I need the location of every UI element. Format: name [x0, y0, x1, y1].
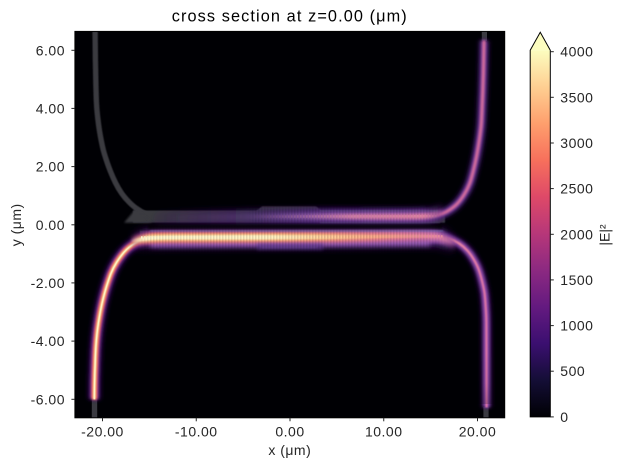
svg-text:3500: 3500 — [560, 89, 593, 105]
svg-text:x (μm): x (μm) — [268, 442, 311, 458]
svg-text:4000: 4000 — [560, 44, 593, 60]
svg-text:-20.00: -20.00 — [81, 424, 124, 440]
svg-text:1500: 1500 — [560, 272, 593, 288]
svg-text:0: 0 — [560, 409, 568, 425]
svg-text:2500: 2500 — [560, 181, 593, 197]
svg-text:-6.00: -6.00 — [31, 391, 65, 407]
svg-text:6.00: 6.00 — [36, 42, 65, 58]
svg-text:10.00: 10.00 — [365, 424, 403, 440]
svg-text:-4.00: -4.00 — [31, 333, 65, 349]
svg-text:0.00: 0.00 — [275, 424, 304, 440]
svg-text:y (μm): y (μm) — [8, 203, 24, 246]
svg-text:20.00: 20.00 — [459, 424, 497, 440]
svg-text:-10.00: -10.00 — [175, 424, 218, 440]
svg-text:2.00: 2.00 — [36, 159, 65, 175]
svg-text:2000: 2000 — [560, 226, 593, 242]
svg-text:4.00: 4.00 — [36, 100, 65, 116]
svg-text:cross section at z=0.00 (μm): cross section at z=0.00 (μm) — [172, 8, 408, 26]
svg-text:|E|²: |E|² — [597, 224, 613, 246]
svg-text:-2.00: -2.00 — [31, 275, 65, 291]
svg-text:0.00: 0.00 — [36, 217, 65, 233]
svg-text:3000: 3000 — [560, 135, 593, 151]
svg-text:1000: 1000 — [560, 318, 593, 334]
svg-text:500: 500 — [560, 363, 585, 379]
